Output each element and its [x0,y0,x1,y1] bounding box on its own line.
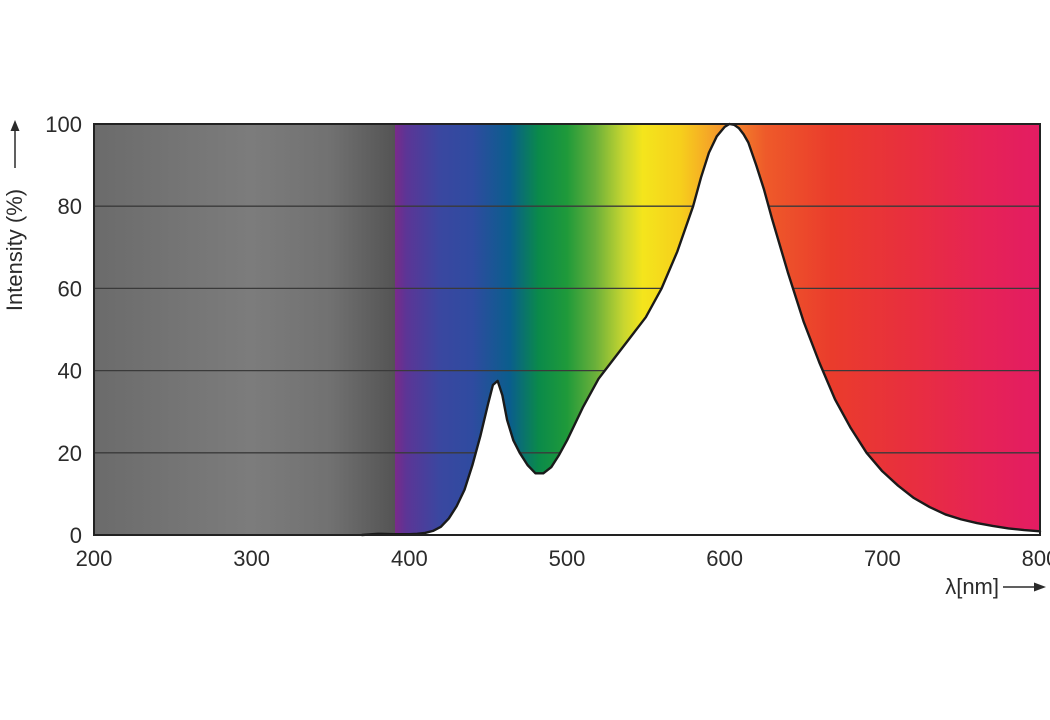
y-tick-label-100: 100 [45,112,82,137]
y-tick-label-40: 40 [58,359,82,384]
plot-area: 0 20 40 60 80 100 200 300 400 500 600 700 800 [45,112,1050,571]
y-tick-label-60: 60 [58,276,82,301]
area-under-curve-mask [362,124,1040,535]
x-axis-title: λ[nm] [945,574,999,599]
x-axis-arrow-icon [1003,582,1046,592]
x-tick-label-800: 800 [1022,546,1050,571]
x-tick-label-600: 600 [706,546,743,571]
y-axis-title: Intensity (%) [2,189,27,311]
x-tick-label-500: 500 [549,546,586,571]
x-tick-label-700: 700 [864,546,901,571]
x-axis-title-group: λ[nm] [945,574,1046,599]
y-tick-label-80: 80 [58,194,82,219]
y-axis-arrow-icon [10,120,20,168]
x-tick-label-200: 200 [76,546,113,571]
spectrum-curve [360,122,1042,537]
x-tick-label-300: 300 [233,546,270,571]
plot-frame [93,123,1041,536]
x-tick-label-400: 400 [391,546,428,571]
y-tick-label-20: 20 [58,441,82,466]
y-tick-label-0: 0 [70,523,82,548]
y-axis-title-group: Intensity (%) [2,120,27,311]
